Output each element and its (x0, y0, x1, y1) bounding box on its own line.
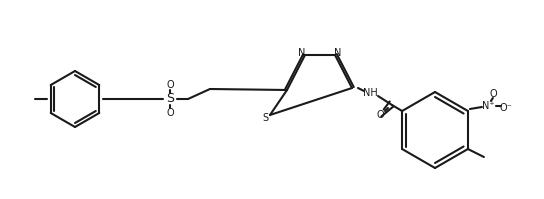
Text: O: O (166, 108, 174, 118)
Text: N: N (335, 48, 342, 58)
Text: N: N (298, 48, 306, 58)
Text: N⁺: N⁺ (481, 101, 494, 111)
Text: O⁻: O⁻ (499, 103, 512, 113)
Text: S: S (262, 113, 268, 123)
Text: NH: NH (363, 88, 378, 98)
Text: O: O (166, 80, 174, 90)
Text: O: O (376, 110, 384, 120)
Text: O: O (489, 89, 497, 99)
Text: S: S (166, 93, 174, 105)
